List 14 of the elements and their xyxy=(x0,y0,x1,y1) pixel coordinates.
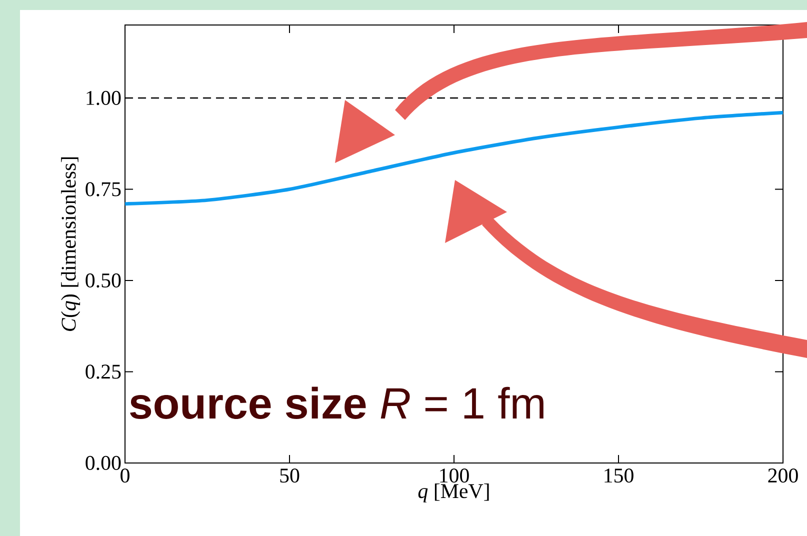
line-series xyxy=(123,110,785,206)
x-tick-label: 150 xyxy=(604,468,634,483)
x-tick-label: 0 xyxy=(120,468,130,483)
y-tick-label: 0.50 xyxy=(86,273,121,288)
annotation: source size R = 1 fm xyxy=(130,386,544,419)
y-tick-label: 1.00 xyxy=(86,90,121,106)
y-axis-title: C(q) [dimensionless] xyxy=(61,157,80,331)
x-tick-label: 50 xyxy=(280,468,300,483)
x-axis-title: q [MeV] xyxy=(418,483,489,502)
x-tick-label: 200 xyxy=(768,468,798,483)
y-tick-label: 0.00 xyxy=(86,456,121,470)
y-tick-label: 0.75 xyxy=(86,182,121,196)
x-tick-label: 100 xyxy=(440,468,469,483)
y-tick-label: 0.25 xyxy=(86,364,121,379)
